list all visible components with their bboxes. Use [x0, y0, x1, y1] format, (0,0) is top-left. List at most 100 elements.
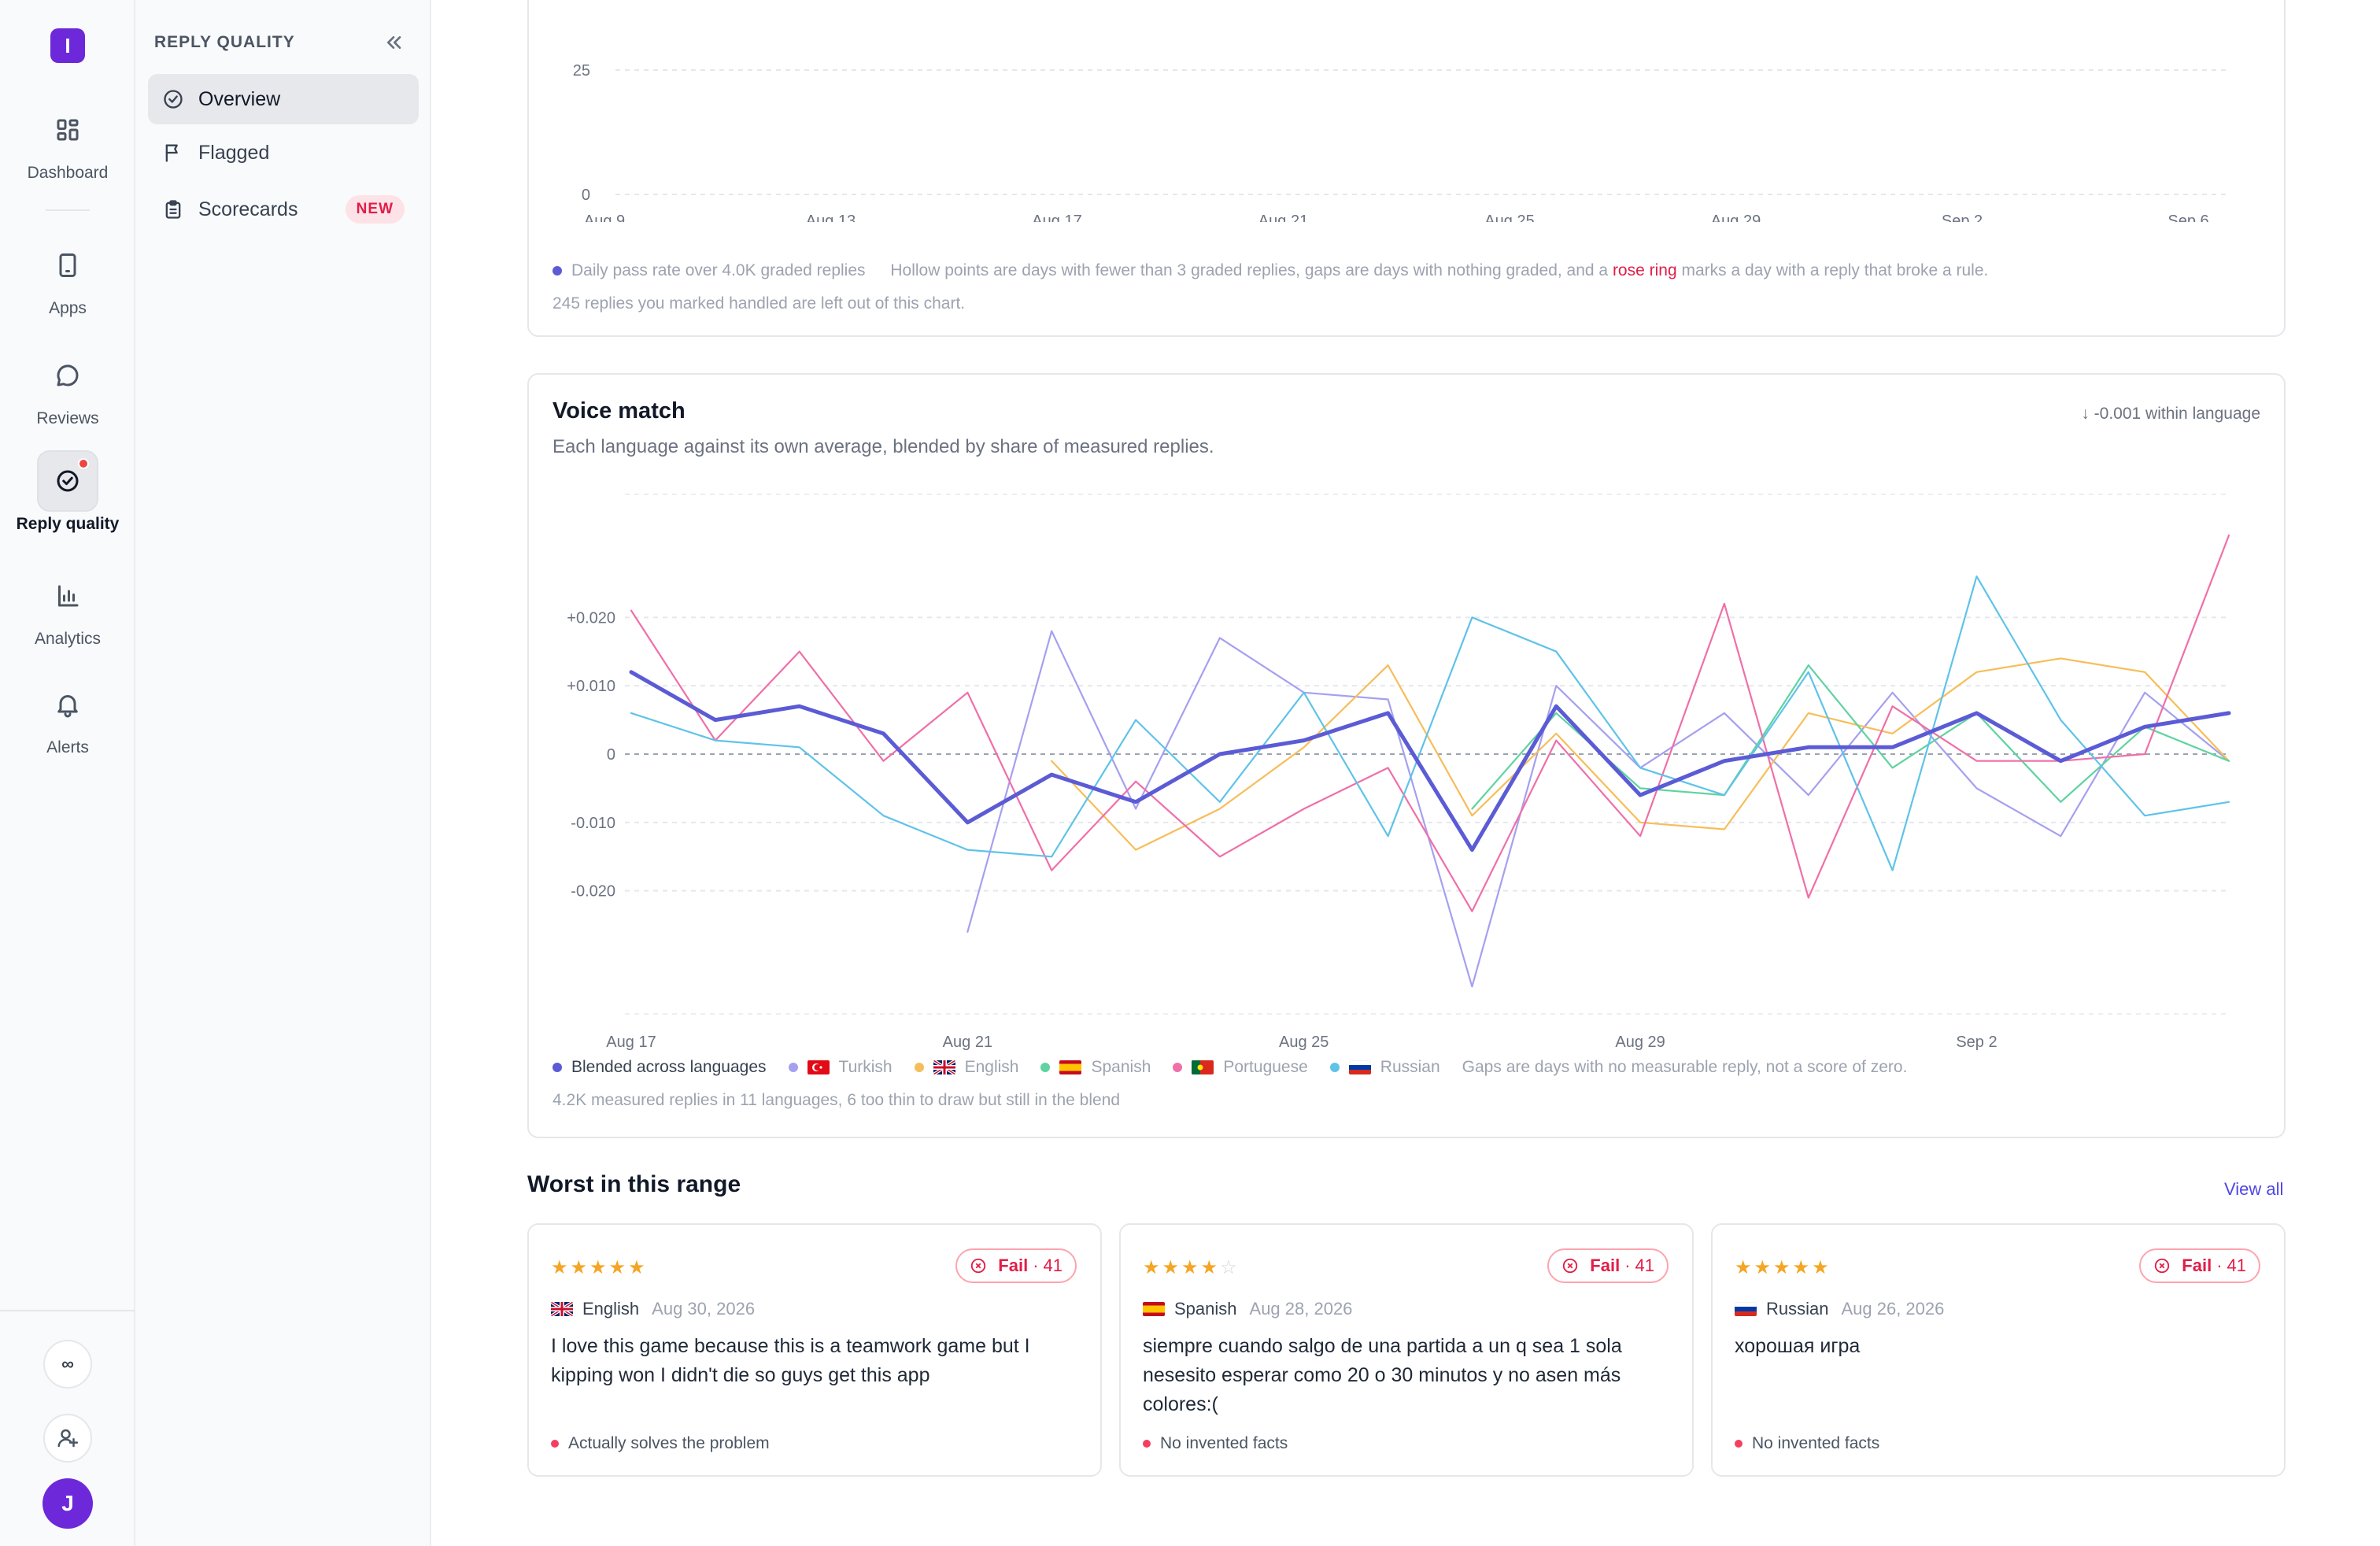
star-rating: ★★★★★: [551, 1256, 648, 1279]
rail-item-dashboard[interactable]: Dashboard: [0, 99, 135, 183]
fail-badge: Fail · 41: [2139, 1248, 2260, 1283]
spain-flag-icon: [1143, 1302, 1165, 1316]
series-dot: [914, 1063, 924, 1072]
series-dot: [552, 266, 562, 276]
view-all-link[interactable]: View all: [2224, 1179, 2284, 1199]
series-dot: [1173, 1063, 1183, 1072]
legend-item-portuguese[interactable]: Portuguese: [1173, 1058, 1308, 1077]
sidebar-item-overview[interactable]: Overview: [148, 74, 419, 124]
legend-label: Spanish: [1091, 1058, 1151, 1076]
star-filled-icon: ★: [1754, 1257, 1774, 1278]
series-line-english[interactable]: [1051, 657, 2230, 851]
review-text: siempre cuando salgo de una partida a un…: [1143, 1335, 1622, 1415]
x-tick-label: Sep 2: [1956, 1034, 1997, 1051]
delta-value: -0.001 within language: [2094, 405, 2260, 423]
series-line-portuguese[interactable]: [630, 534, 2230, 912]
review-card[interactable]: ★★★★☆ Fail · 41 Spanish Aug 28, 2026 siempre c…: [1119, 1223, 1694, 1477]
legend-item-english[interactable]: English: [914, 1058, 1018, 1077]
check-circle-icon: [164, 90, 183, 109]
x-tick-label: Aug 25: [1279, 1034, 1329, 1051]
review-date: Aug 26, 2026: [1841, 1299, 1945, 1319]
rail-bottom-divider: [0, 1310, 135, 1311]
star-empty-icon: ☆: [1220, 1257, 1240, 1278]
rail-item-analytics[interactable]: Analytics: [0, 565, 135, 649]
review-text: I love this game because this is a teamw…: [551, 1335, 1030, 1386]
flag-icon: [165, 144, 178, 162]
review-date: Aug 30, 2026: [652, 1299, 756, 1319]
bar-chart-icon: [58, 585, 79, 607]
rail-item-reviews[interactable]: Reviews: [0, 345, 135, 428]
sidebar-item-label: Overview: [198, 87, 281, 110]
x-tick-label: Aug 13: [806, 213, 856, 222]
review-meta: Spanish Aug 28, 2026: [1143, 1299, 1352, 1319]
voice-legend: Blended across languages Turkish English…: [552, 1058, 1929, 1077]
rail-divider: [46, 209, 90, 211]
clipboard-icon: [165, 200, 181, 219]
pass-note-end: marks a day with a reply that broke a ru…: [1681, 261, 1989, 279]
arrow-down-icon: ↓: [2081, 405, 2090, 423]
rail-item-apps[interactable]: Apps: [0, 235, 135, 318]
rule-label: Actually solves the problem: [568, 1434, 770, 1452]
star-filled-icon: ★: [1773, 1257, 1793, 1278]
y-tick-label: -0.010: [571, 815, 615, 832]
pass-series-label: Daily pass rate over 4.0K graded replies: [571, 261, 866, 279]
rule-label: No invented facts: [1160, 1434, 1288, 1452]
star-filled-icon: ★: [1181, 1257, 1201, 1278]
fail-score: 41: [1043, 1256, 1062, 1275]
section-sidebar: REPLY QUALITY Overview Flagged Scorecard…: [135, 0, 431, 1546]
turkey-flag-icon: [807, 1060, 830, 1074]
workspace-logo[interactable]: I: [50, 28, 85, 63]
section-title: Worst in this range: [527, 1171, 741, 1197]
series-dot: [1329, 1063, 1340, 1072]
x-tick-label: Aug 17: [1032, 213, 1081, 222]
series-line-blended-across-languages[interactable]: [629, 670, 2231, 853]
x-tick-label: Sep 6: [2168, 213, 2208, 222]
star-filled-icon: ★: [1143, 1257, 1162, 1278]
star-filled-icon: ★: [1162, 1257, 1182, 1278]
rail-item-reply-quality[interactable]: Reply quality: [0, 450, 135, 534]
x-tick-label: Aug 29: [1615, 1034, 1665, 1051]
check-circle-icon: [57, 470, 79, 492]
star-rating: ★★★★☆: [1143, 1256, 1240, 1279]
y-tick-label: +0.020: [567, 609, 615, 627]
rail-item-alerts[interactable]: Alerts: [0, 674, 135, 757]
user-avatar[interactable]: J: [42, 1478, 93, 1529]
review-meta: Russian Aug 26, 2026: [1735, 1299, 1944, 1319]
collapse-sidebar-button[interactable]: [381, 30, 406, 55]
infinity-button[interactable]: ∞: [43, 1340, 92, 1389]
sidebar-title: REPLY QUALITY: [154, 33, 295, 51]
legend-item-blended[interactable]: Blended across languages: [552, 1058, 767, 1077]
series-line-russian[interactable]: [630, 575, 2230, 871]
invite-user-button[interactable]: [43, 1414, 92, 1463]
phone-icon: [59, 253, 76, 277]
x-tick-label: Sep 2: [1942, 213, 1983, 222]
series-line-turkish[interactable]: [966, 630, 2230, 988]
sidebar-item-scorecards[interactable]: Scorecards NEW: [148, 184, 419, 235]
legend-item-turkish[interactable]: Turkish: [788, 1058, 893, 1077]
star-filled-icon: ★: [1735, 1257, 1754, 1278]
fail-badge: Fail · 41: [955, 1248, 1077, 1283]
sidebar-item-flagged[interactable]: Flagged: [148, 128, 419, 178]
rule-dot: [1143, 1440, 1151, 1448]
voice-match-chart: +0.020 +0.010 0 -0.010 -0.020 Aug 17 Aug 21 Aug…: [567, 494, 2231, 1051]
review-card[interactable]: ★★★★★ Fail · 41 Russian Aug 26, 2026 хорошая и…: [1711, 1223, 2286, 1477]
legend-item-spanish[interactable]: Spanish: [1040, 1058, 1151, 1077]
legend-item-russian[interactable]: Russian: [1329, 1058, 1440, 1077]
star-filled-icon: ★: [608, 1257, 629, 1278]
uk-flag-icon: [933, 1060, 955, 1074]
fail-score: 41: [1635, 1256, 1654, 1275]
review-card[interactable]: ★★★★★ Fail · 41 English Aug 30, 2026 I love th…: [527, 1223, 1102, 1477]
voice-footnote: 4.2K measured replies in 11 languages, 6…: [552, 1091, 1121, 1109]
uk-flag-icon: [551, 1302, 573, 1316]
pass-note: Hollow points are days with fewer than 3…: [890, 261, 1609, 279]
bell-icon: [57, 695, 78, 718]
notification-dot: [78, 458, 89, 469]
star-filled-icon: ★: [589, 1257, 609, 1278]
rail-label: Alerts: [46, 738, 89, 756]
legend-label: Portuguese: [1223, 1058, 1308, 1076]
y-tick-label: +0.010: [567, 678, 615, 695]
star-filled-icon: ★: [1812, 1257, 1831, 1278]
star-filled-icon: ★: [1200, 1257, 1221, 1278]
fail-label: Fail: [998, 1256, 1029, 1275]
star-filled-icon: ★: [1792, 1257, 1813, 1278]
